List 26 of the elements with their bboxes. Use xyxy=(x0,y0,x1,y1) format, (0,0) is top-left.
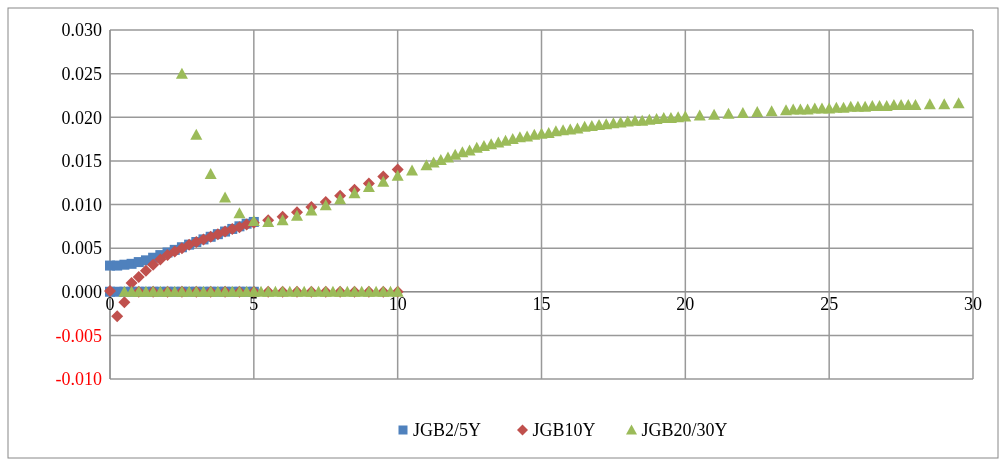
y-tick-label: 0.005 xyxy=(61,238,102,259)
point xyxy=(139,264,152,277)
point xyxy=(118,296,131,309)
x-tick-label: 0 xyxy=(105,294,115,315)
legend-label: JGB10Y xyxy=(532,420,596,441)
point xyxy=(154,253,167,266)
x-tick-label: 20 xyxy=(676,294,695,315)
y-tick-label: 0.025 xyxy=(61,63,102,84)
x-tick-label: 15 xyxy=(532,294,551,315)
point xyxy=(147,258,160,271)
point xyxy=(111,310,124,323)
y-tick-label: -0.005 xyxy=(55,325,102,346)
y-tick-label: 0.020 xyxy=(61,107,102,128)
point xyxy=(161,249,174,262)
y-tick-label: 0.000 xyxy=(61,282,102,303)
y-tick-label: 0.010 xyxy=(61,194,102,215)
x-tick-label: 25 xyxy=(820,294,839,315)
point xyxy=(132,270,145,283)
y-tick-label: 0.015 xyxy=(61,151,102,172)
x-tick-label: 10 xyxy=(388,294,407,315)
legend-label: JGB2/5Y xyxy=(413,420,482,441)
y-tick-label: -0.010 xyxy=(55,369,102,390)
legend-label: JGB20/30Y xyxy=(641,420,728,441)
y-tick-label: 0.030 xyxy=(61,20,102,41)
x-tick-label: 30 xyxy=(964,294,982,315)
x-tick-label: 5 xyxy=(249,294,259,315)
